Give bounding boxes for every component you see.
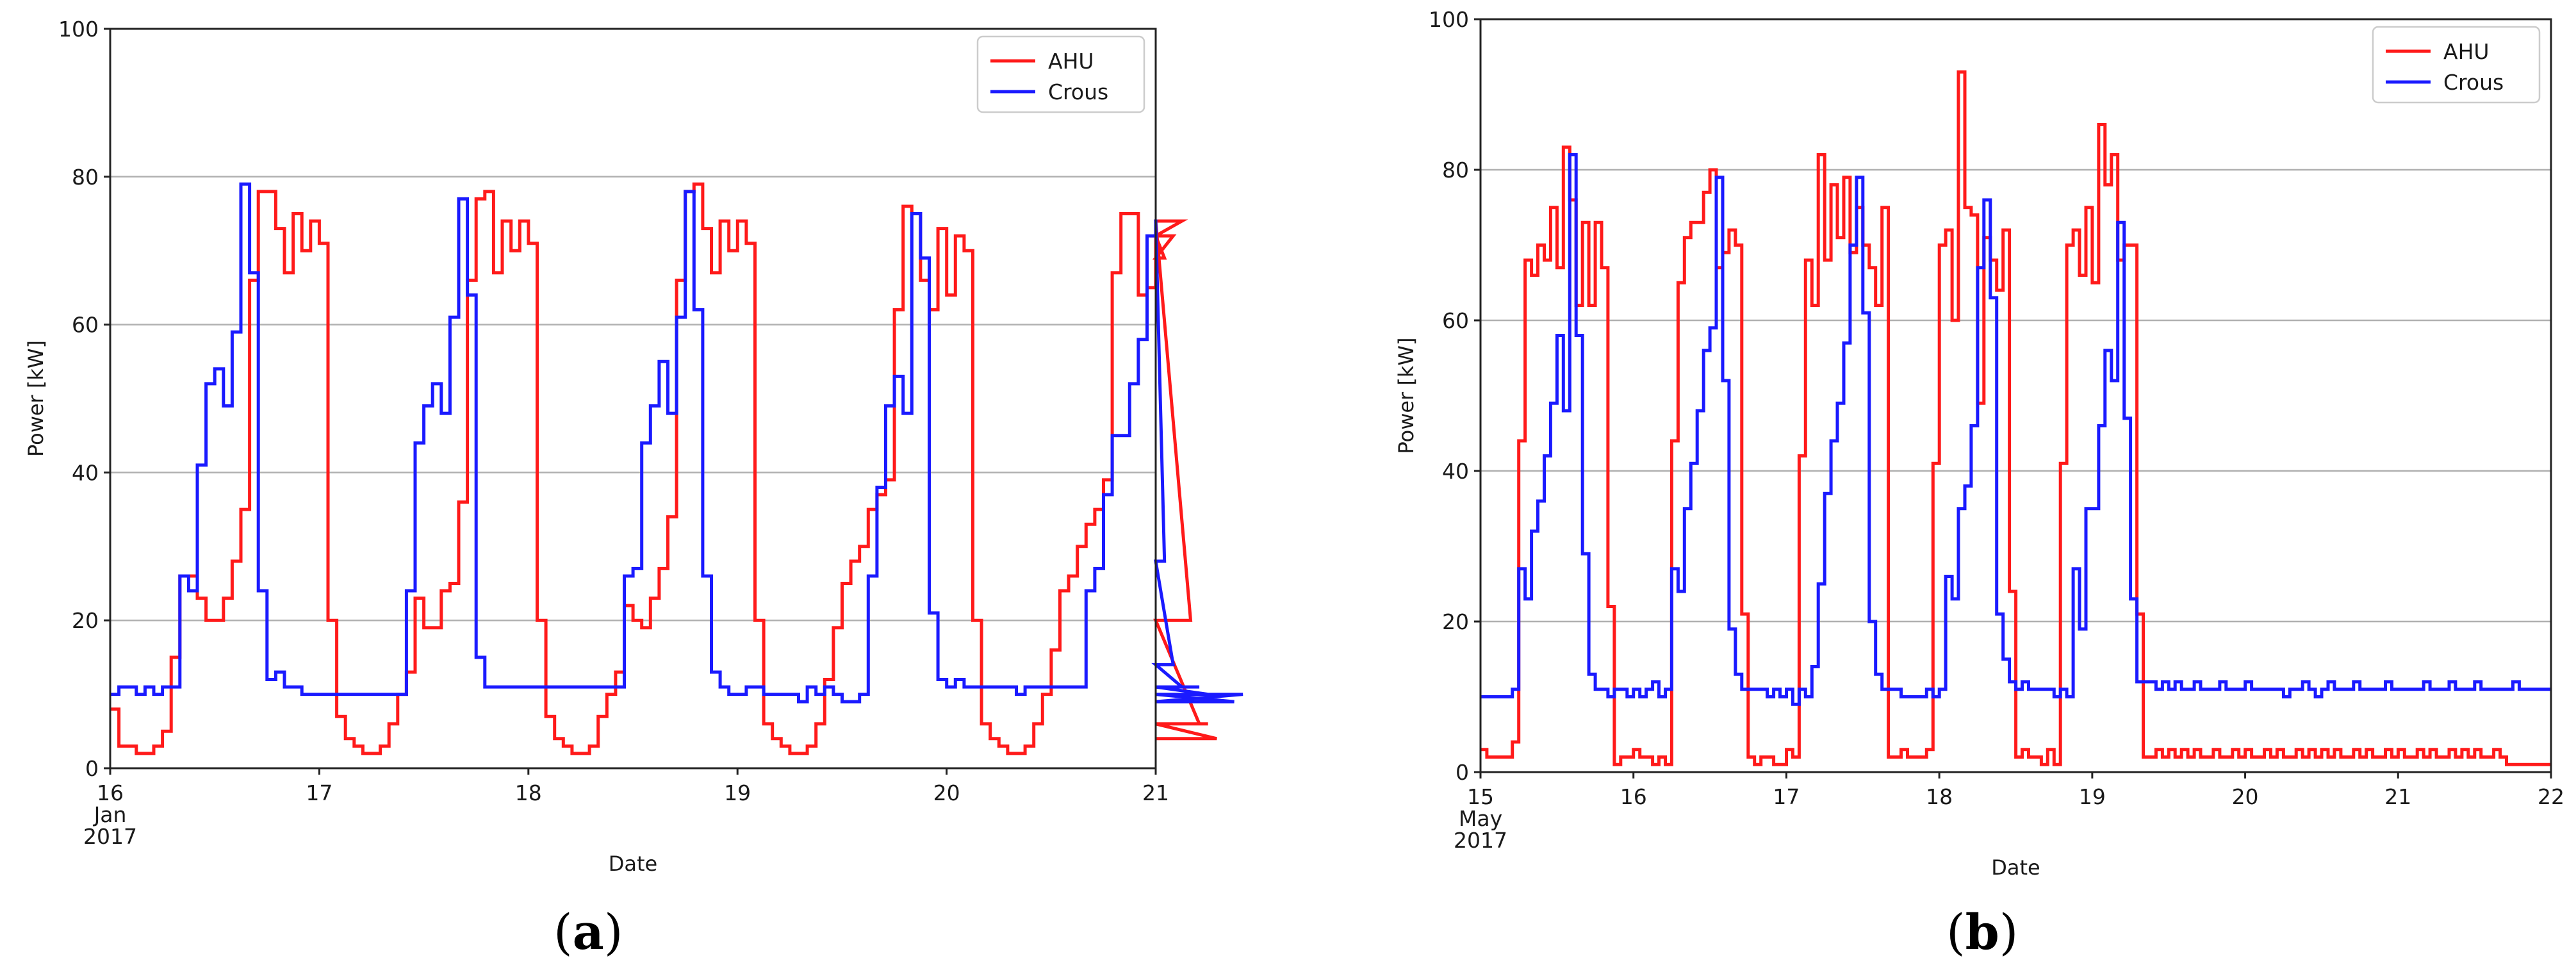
chart-panel-b: 0 20 40 60 80 100 15 May 2017 16 17 18 19 20 21 22 Date P… [1345,0,2576,972]
chart-b-plot-frame [1479,18,2552,773]
chart-b-ylabel: Power [kW] [1394,337,1418,454]
chart-a-xtick-label-20-0: 20 [933,780,960,805]
chart-a-ytick-label-80: 80 [72,165,99,190]
chart-b-ytick-label-100: 100 [1429,7,1469,32]
chart-b-series-crous-line [1481,153,2551,706]
chart-b-xtick-label-16-0: 16 [1620,784,1647,809]
chart-b-ytick-label-60: 60 [1442,308,1469,333]
chart-b-xtick-label-18-0: 18 [1926,784,1953,809]
chart-a-legend-label-ahu: AHU [1048,49,1094,74]
chart-b-ytick-label-80: 80 [1442,158,1469,183]
chart-b-legend-label-crous: Crous [2443,70,2504,95]
chart-a-xtick-label-21-0: 21 [1142,780,1169,805]
chart-b-ytick-label-0: 0 [1456,760,1469,785]
chart-b-xtick-label-19-0: 19 [2079,784,2106,809]
chart-b-ytick-label-40: 40 [1442,459,1469,484]
chart-a-xtick-label-17-0: 17 [306,780,332,805]
caption-b-letter: b [1965,903,1999,960]
chart-a-legend-label-crous: Crous [1048,79,1108,104]
chart-b-series-ahu-line [1481,70,2551,766]
chart-b-xtick-label-15-0: 15 [1467,784,1494,809]
chart-a-xtick-label-18-0: 18 [515,780,542,805]
chart-b-xlabel: Date [1991,855,2040,880]
chart-b-xtick-label-21-0: 21 [2384,784,2411,809]
chart-a-xtick-label-16-2: 2017 [83,824,137,849]
chart-a-ylabel: Power [kW] [24,340,48,457]
chart-a-series-ahu-line [110,182,1217,755]
chart-a-ytick-label-60: 60 [72,313,99,338]
chart-a-ytick-label-40: 40 [72,460,99,485]
chart-a-xtick-label-16-1: Jan [93,802,127,827]
chart-b-legend-label-ahu: AHU [2443,39,2490,64]
chart-a-ytick-label-0: 0 [85,756,99,781]
caption-a: (a) [554,903,623,960]
chart-a-xtick-label-16-0: 16 [97,780,124,805]
chart-b-xtick-label-15-1: May [1459,806,1502,831]
chart-b-ytick-label-20: 20 [1442,609,1469,634]
chart-b-xtick-label-15-2: 2017 [1454,828,1507,853]
chart-b-xtick-label-22-0: 22 [2538,784,2564,809]
chart-a-plot-frame [109,28,1157,770]
chart-a-series-crous-line [110,182,1243,704]
chart-a-xtick-label-19-0: 19 [724,780,751,805]
caption-b: (b) [1946,903,2019,960]
chart-a-ytick-label-20: 20 [72,608,99,633]
chart-a-xlabel: Date [609,852,657,876]
chart-b-xtick-label-20-0: 20 [2232,784,2259,809]
chart-b-xtick-label-17-0: 17 [1773,784,1800,809]
caption-a-letter: a [572,903,604,960]
chart-a-ytick-label-100: 100 [58,17,99,42]
chart-panel-a: 0 20 40 60 80 100 16 Jan 2017 17 18 19 20 21 Date Power… [0,0,1243,972]
